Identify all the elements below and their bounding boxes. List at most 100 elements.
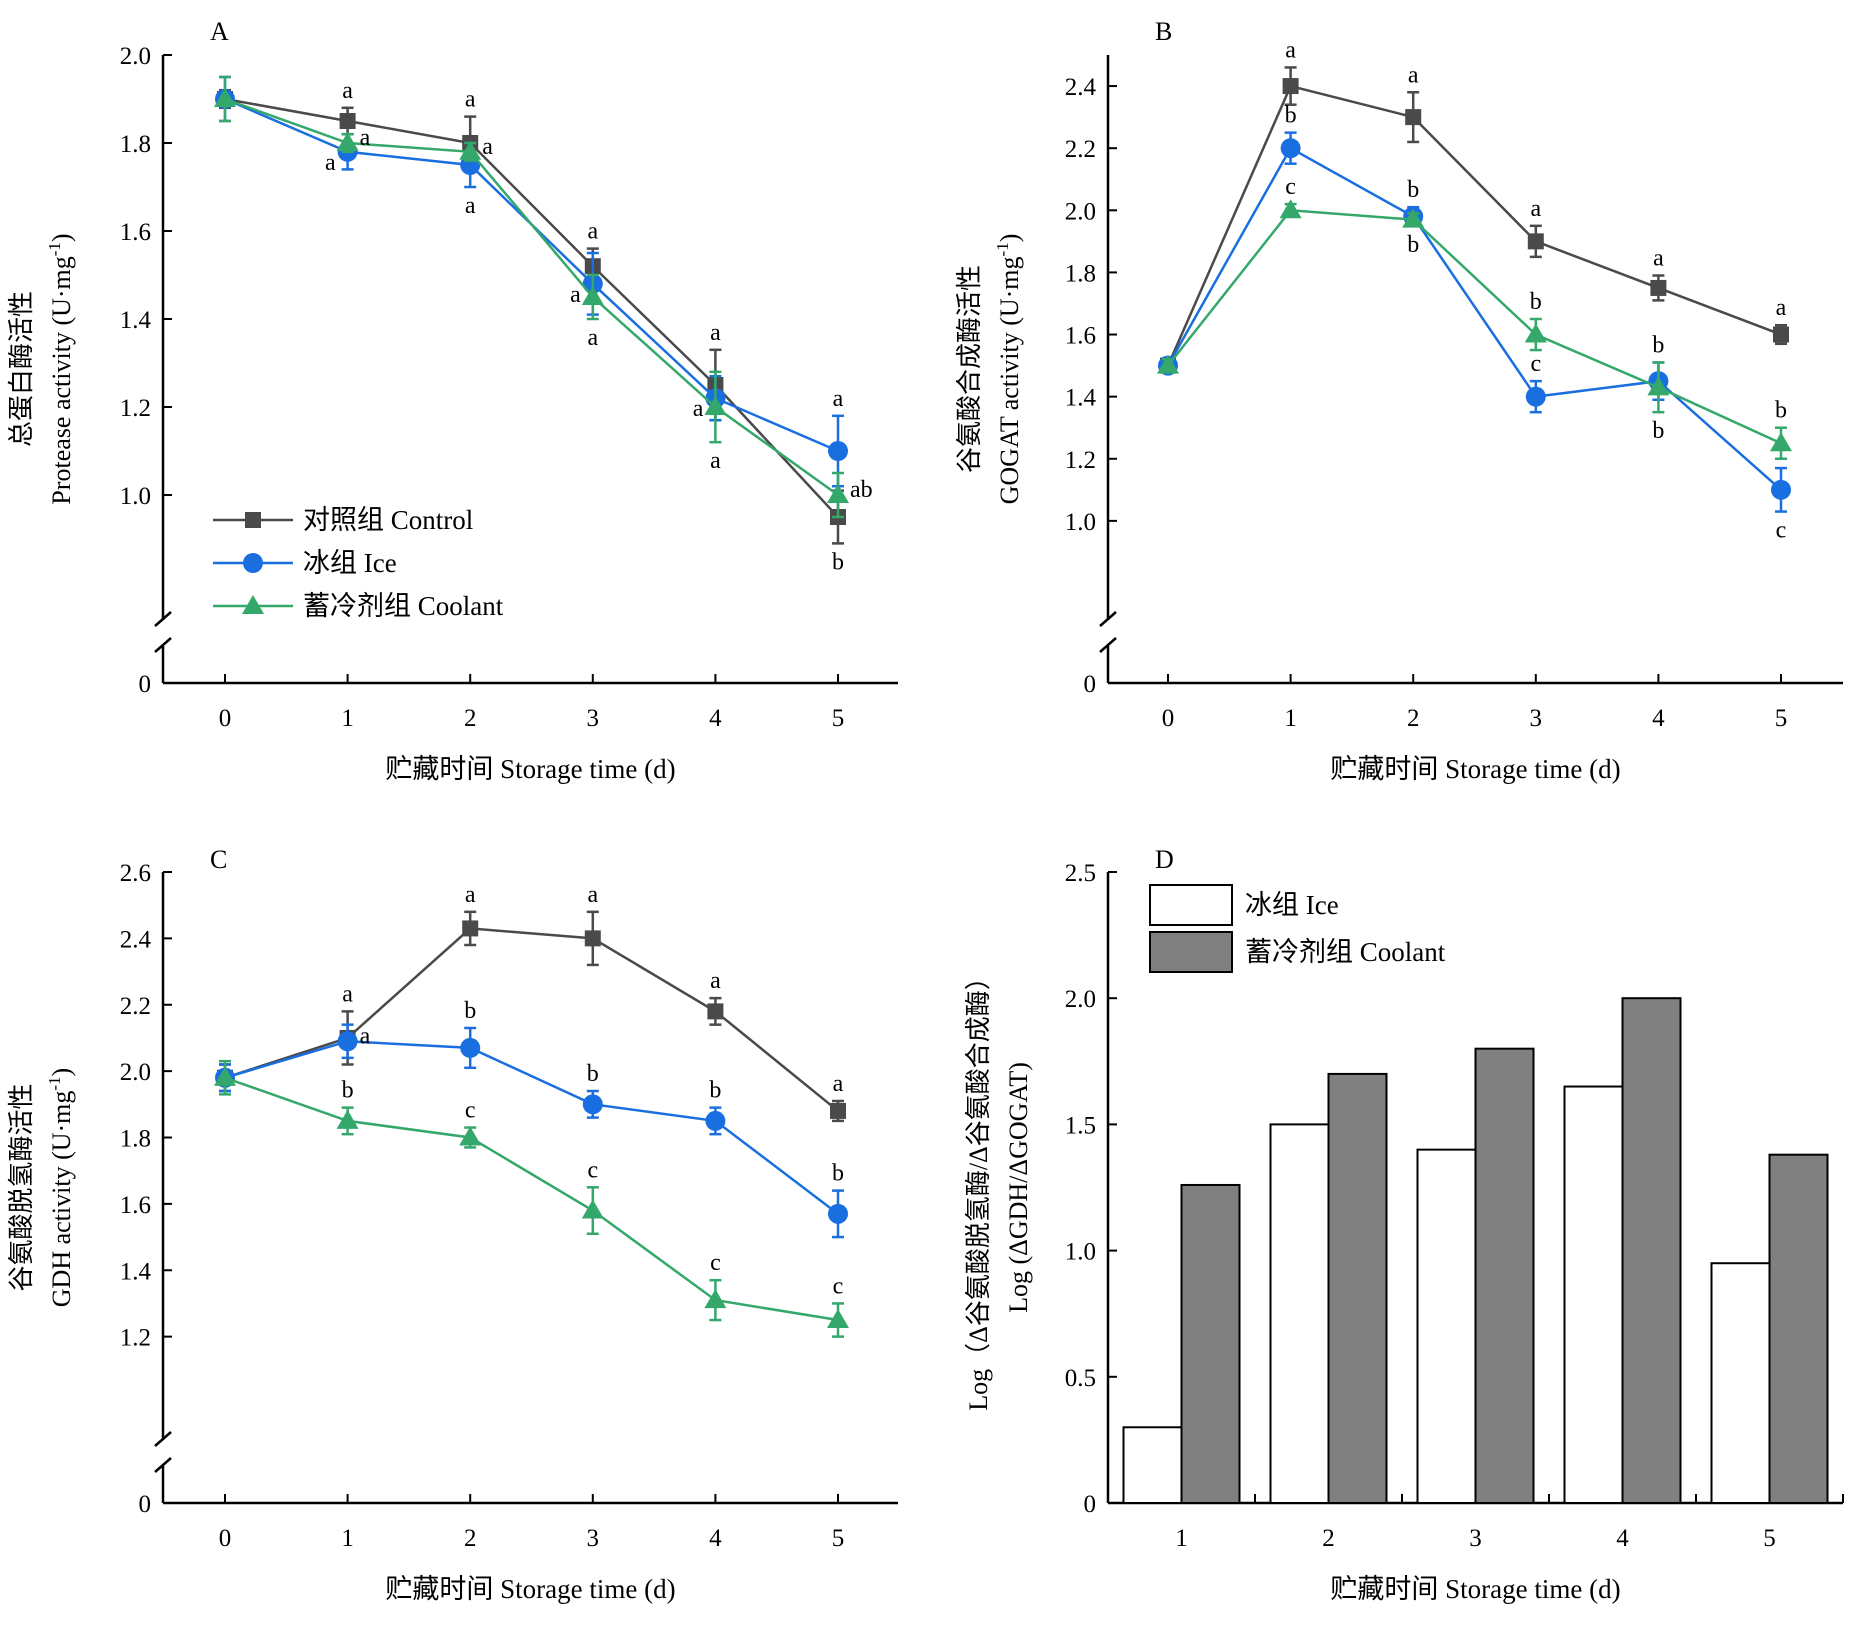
panel-0-series-control-significance-letter: b [832,549,844,575]
panel-1-xtick-label: 3 [1530,705,1543,732]
panel-0-ytick-label: 1.4 [120,307,152,334]
panel-1-series-control-significance-letter: a [1653,246,1664,272]
panel-3-bar-bar_coolant [1474,1047,1535,1505]
panel-0-ytick-label: 2.0 [120,43,151,70]
panel-3-ytick-label: 2.0 [1065,986,1096,1013]
panel-2-series-control-significance-letter: a [833,1071,844,1097]
panel-0-series-coolant-significance-letter: a [482,134,493,160]
panel-3-legend: 冰组 Ice 蓄冷剂组 Coolant [1149,884,1446,973]
panel-3-ytick-label: 2.5 [1065,860,1096,887]
panel-3-xtick-label: 3 [1469,1525,1482,1552]
panel-1-xtick-label: 5 [1775,705,1788,732]
panel-1-series-control-point [1773,326,1789,343]
panel-1-series-ice-significance-letter: b [1285,103,1297,129]
panel-1-xtick-label: 1 [1284,705,1297,732]
panel-1-series-control-significance-letter: a [1530,196,1541,222]
panel-0-series-ice-line [224,97,839,453]
panel-0-series-control-significance-letter: a [465,87,476,113]
panel-1-ytick-label: 1.0 [1065,509,1096,536]
panel-1-series-ice-significance-letter: b [1652,332,1664,358]
panel-3-bar-bar_ice [1416,1148,1477,1504]
panel-1-ytick-label: 2.0 [1065,198,1096,225]
panel-2-ytick-label: 1.2 [120,1325,151,1352]
panel-3-bar-bar_ice [1122,1426,1183,1505]
panel-0-ylabel-cn: 总蛋白酶活性 [7,291,36,447]
legend-control-swatch-marker [245,512,261,528]
panel-0-xtick-label: 1 [341,705,354,732]
panel-2-ytick-label: 1.6 [120,1192,151,1219]
legend-coolant-label: 蓄冷剂组 Coolant [303,591,504,621]
panel-1-series-ice-point [1280,138,1301,159]
panel-1-series-control-point [1650,279,1667,296]
panel-2-ytick-label: 2.4 [120,926,152,953]
panel-3-xlabel: 贮藏时间 Storage time (d) [1330,1574,1620,1604]
panel-2-series-ice-significance-letter: b [709,1078,721,1104]
panel-2-series-control-point [462,920,479,937]
panel-0-xlabel: 贮藏时间 Storage time (d) [385,754,675,784]
panel-2-xtick-label: 4 [709,1525,722,1552]
panel-1-ytick-label: 1.6 [1065,323,1096,350]
panel-0-label: A [210,17,229,46]
panel-3-xtick-label: 5 [1763,1525,1776,1552]
panel-2-series-ice-point [460,1037,481,1058]
panel-1-series-coolant-significance-letter: b [1407,232,1419,258]
panel-1-line-chart: 1.0 1.2 1.4 1.6 1.8 2.0 2.2 2.4 0 0 1 2 3 4 5 a a a a a b b c b… [1065,17,1843,784]
panel-0-ylabel-close: ) [47,233,76,242]
panel-0-series-control-significance-letter: a [710,320,721,346]
panel-3-bar-bar_coolant [1768,1153,1829,1504]
panel-2-ytick-label: 2.2 [120,993,151,1020]
legend-ice-swatch-marker [243,553,263,573]
panel-2-series-ice-point [705,1110,726,1131]
legend-bar_coolant-swatch [1149,931,1233,973]
panel-0-series-coolant-point [336,132,359,151]
panel-0-series-coolant-point [827,484,849,503]
panel-2-axis-break-mark-2 [154,1457,172,1473]
panel-1-ytick-label: 2.2 [1065,136,1096,163]
panel-2-series-coolant-significance-letter: b [342,1078,354,1104]
panel-1-series-control-line [1166,84,1782,367]
panel-1-ylabel-cn: 谷氨酸合成酶活性 [955,265,984,473]
panel-0-series-control-significance-letter: a [587,219,598,245]
panel-2-series-control-point [584,930,601,947]
panel-0-series-ice-significance-letter: a [465,193,476,219]
panel-0-series-coolant-point [214,88,236,107]
panel-1-ylabel-sup: -1 [993,242,1012,256]
panel-0-series-ice-point [828,441,848,461]
panel-1-series-coolant-point [1647,376,1670,396]
panel-0-xtick-label: 4 [709,705,722,732]
panel-1-xtick-label: 4 [1652,705,1665,732]
panel-1-xlabel: 贮藏时间 Storage time (d) [1330,754,1620,784]
panel-1-series-control-significance-letter: a [1285,37,1296,63]
panel-3-bar-bar_ice [1710,1262,1771,1504]
panel-2-series-coolant-point [827,1309,849,1329]
panel-3-ytick-label: 0 [1084,1491,1097,1518]
panel-3-ylabel-cn: Log（Δ谷氨酸脱氢酶/Δ谷氨酸合成酶） [964,964,993,1411]
panel-0-series-coolant-significance-letter: a [710,448,721,474]
panel-2-series-control-significance-letter: a [710,968,721,994]
panel-1-series-ice-line [1166,146,1782,491]
panel-1-series-control-significance-letter: a [1776,295,1787,321]
panel-3-xtick-label: 2 [1322,1525,1335,1552]
panel-0-xtick-label: 0 [219,705,232,732]
panel-1-series-control-point [1405,109,1422,126]
panel-2-series-ice-significance-letter: b [464,998,476,1024]
panel-1-series-ice-significance-letter: c [1530,351,1541,377]
panel-2-series-control-point [707,1003,724,1020]
panel-1-ytick-label-zero: 0 [1084,671,1097,698]
panel-2-series-ice-point [337,1031,358,1052]
panel-2-ytick-label-zero: 0 [139,1491,152,1518]
panel-0-ytick-label: 1.8 [120,131,151,158]
panel-0-ylabel-sup: -1 [45,242,64,256]
panel-2-line-chart: 1.21.41.61.82.02.22.42.600 1 2 3 4 5aa aaaabbb… [120,845,898,1604]
panel-2-axis-break-mark-1 [154,1431,172,1447]
panel-2-series-coolant-significance-letter: c [465,1098,476,1124]
panel-1-series-coolant-significance-letter: b [1652,418,1664,444]
panel-0-series-ice-significance-letter: a [325,150,336,176]
panel-1-label: B [1155,17,1172,46]
panel-1-ytick-label: 1.4 [1065,385,1097,412]
panel-3-ytick-label: 0.5 [1065,1365,1096,1392]
panel-0-series-ice-significance-letter: a [833,386,844,412]
panel-2-series-ice-significance-letter: b [832,1161,844,1187]
panel-1-ylabel-close: ) [995,234,1024,243]
